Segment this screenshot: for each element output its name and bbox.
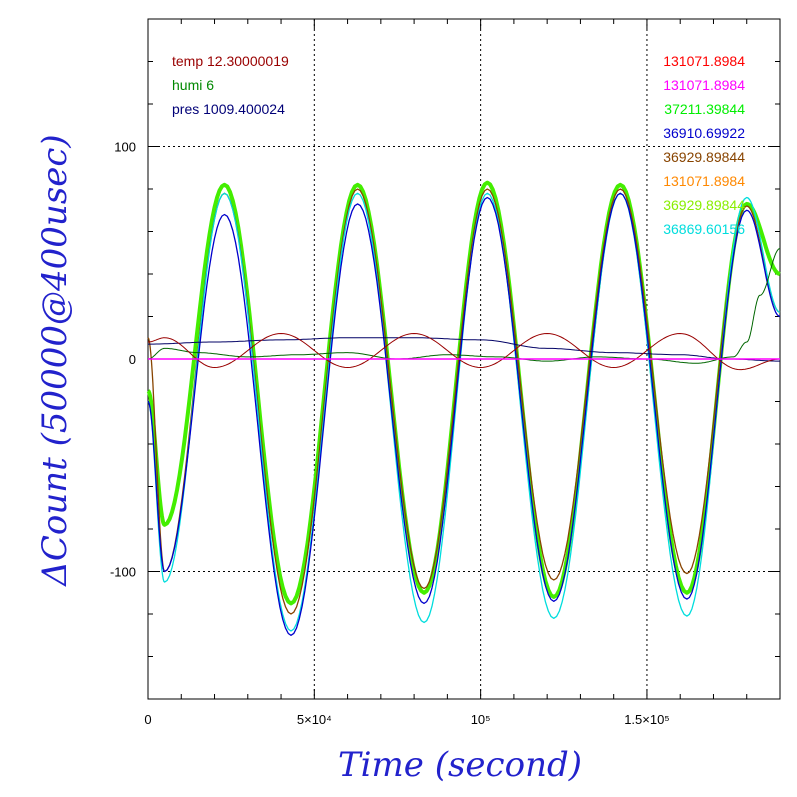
series-label: 36910.69922: [663, 125, 745, 141]
y-axis-title: ΔCount (50000@400usec): [35, 134, 75, 587]
y-tick-labels: -100 0 100: [110, 140, 136, 580]
y-tick-label: 100: [114, 140, 136, 155]
series-line-3: [147, 192, 781, 632]
env-label: pres 1009.400024: [172, 101, 285, 117]
series-line-1: [146, 180, 781, 606]
x-tick-label: 5×10⁴: [297, 712, 332, 727]
minor-ticks: [148, 19, 780, 699]
series-label: 36929.89844: [663, 197, 745, 213]
series-line-7: [148, 333, 780, 371]
y-tick-label: 0: [129, 352, 136, 367]
series-label: 36869.60156: [663, 221, 745, 237]
series-label: 131071.8984: [663, 173, 745, 189]
series-line-4: [147, 192, 781, 636]
series-label: 131071.8984: [663, 77, 745, 93]
series-legend: 131071.8984 131071.8984 37211.39844 36910.6…: [663, 53, 745, 237]
env-label: humi 6: [172, 77, 214, 93]
env-label: temp 12.30000019: [172, 53, 289, 69]
series-label: 37211.39844: [664, 101, 745, 117]
env-legend: temp 12.30000019 humi 6 pres 1009.400024: [172, 53, 289, 117]
x-axis-title: Time (second): [338, 745, 582, 785]
x-tick-label: 1.5×10⁵: [624, 712, 670, 727]
series-lines: [146, 180, 781, 636]
series-label: 36929.89844: [663, 149, 745, 165]
x-tick-label: 0: [144, 712, 151, 727]
x-tick-label: 10⁵: [471, 712, 491, 727]
series-line-6: [148, 337, 780, 362]
x-tick-labels: 0 5×10⁴ 10⁵ 1.5×10⁵: [144, 712, 669, 727]
series-line-5: [148, 248, 781, 364]
y-tick-label: -100: [110, 565, 136, 580]
series-label: 131071.8984: [663, 53, 745, 69]
